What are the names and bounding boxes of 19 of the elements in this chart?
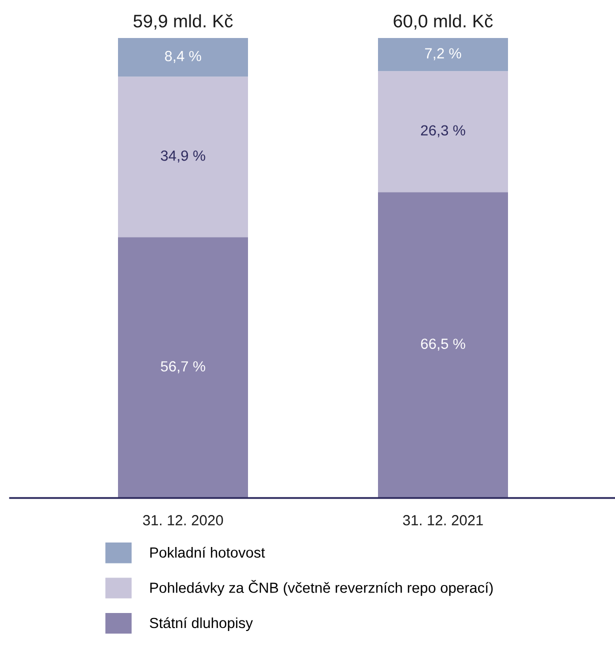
annotation: 60,0 mld. Kč [394, 14, 493, 30]
bar [118, 76, 248, 238]
legend-label: Státní dluhopisy [150, 617, 253, 632]
data-label: 34,9 % [160, 150, 206, 163]
legend-label: Pokladní hotovost [150, 546, 265, 558]
x-tick-label: 31. 12. 2020 [143, 515, 223, 526]
data-label: 66,5 % [421, 338, 466, 351]
bar [378, 38, 508, 72]
data-label: 7,2 % [425, 48, 462, 60]
data-label: 26,3 % [421, 125, 466, 138]
annotation: 59,9 mld. Kč [134, 14, 233, 30]
bar [378, 192, 508, 498]
bar [378, 71, 508, 192]
data-label: 56,7 % [160, 361, 206, 374]
legend-label: Pohledávky za ČNB (včetně reverzních repo operací) [150, 580, 493, 596]
bar [118, 237, 248, 498]
bar [118, 38, 248, 77]
data-label: 8,4 % [164, 50, 202, 63]
x-tick-label: 31. 12. 2021 [403, 515, 483, 526]
